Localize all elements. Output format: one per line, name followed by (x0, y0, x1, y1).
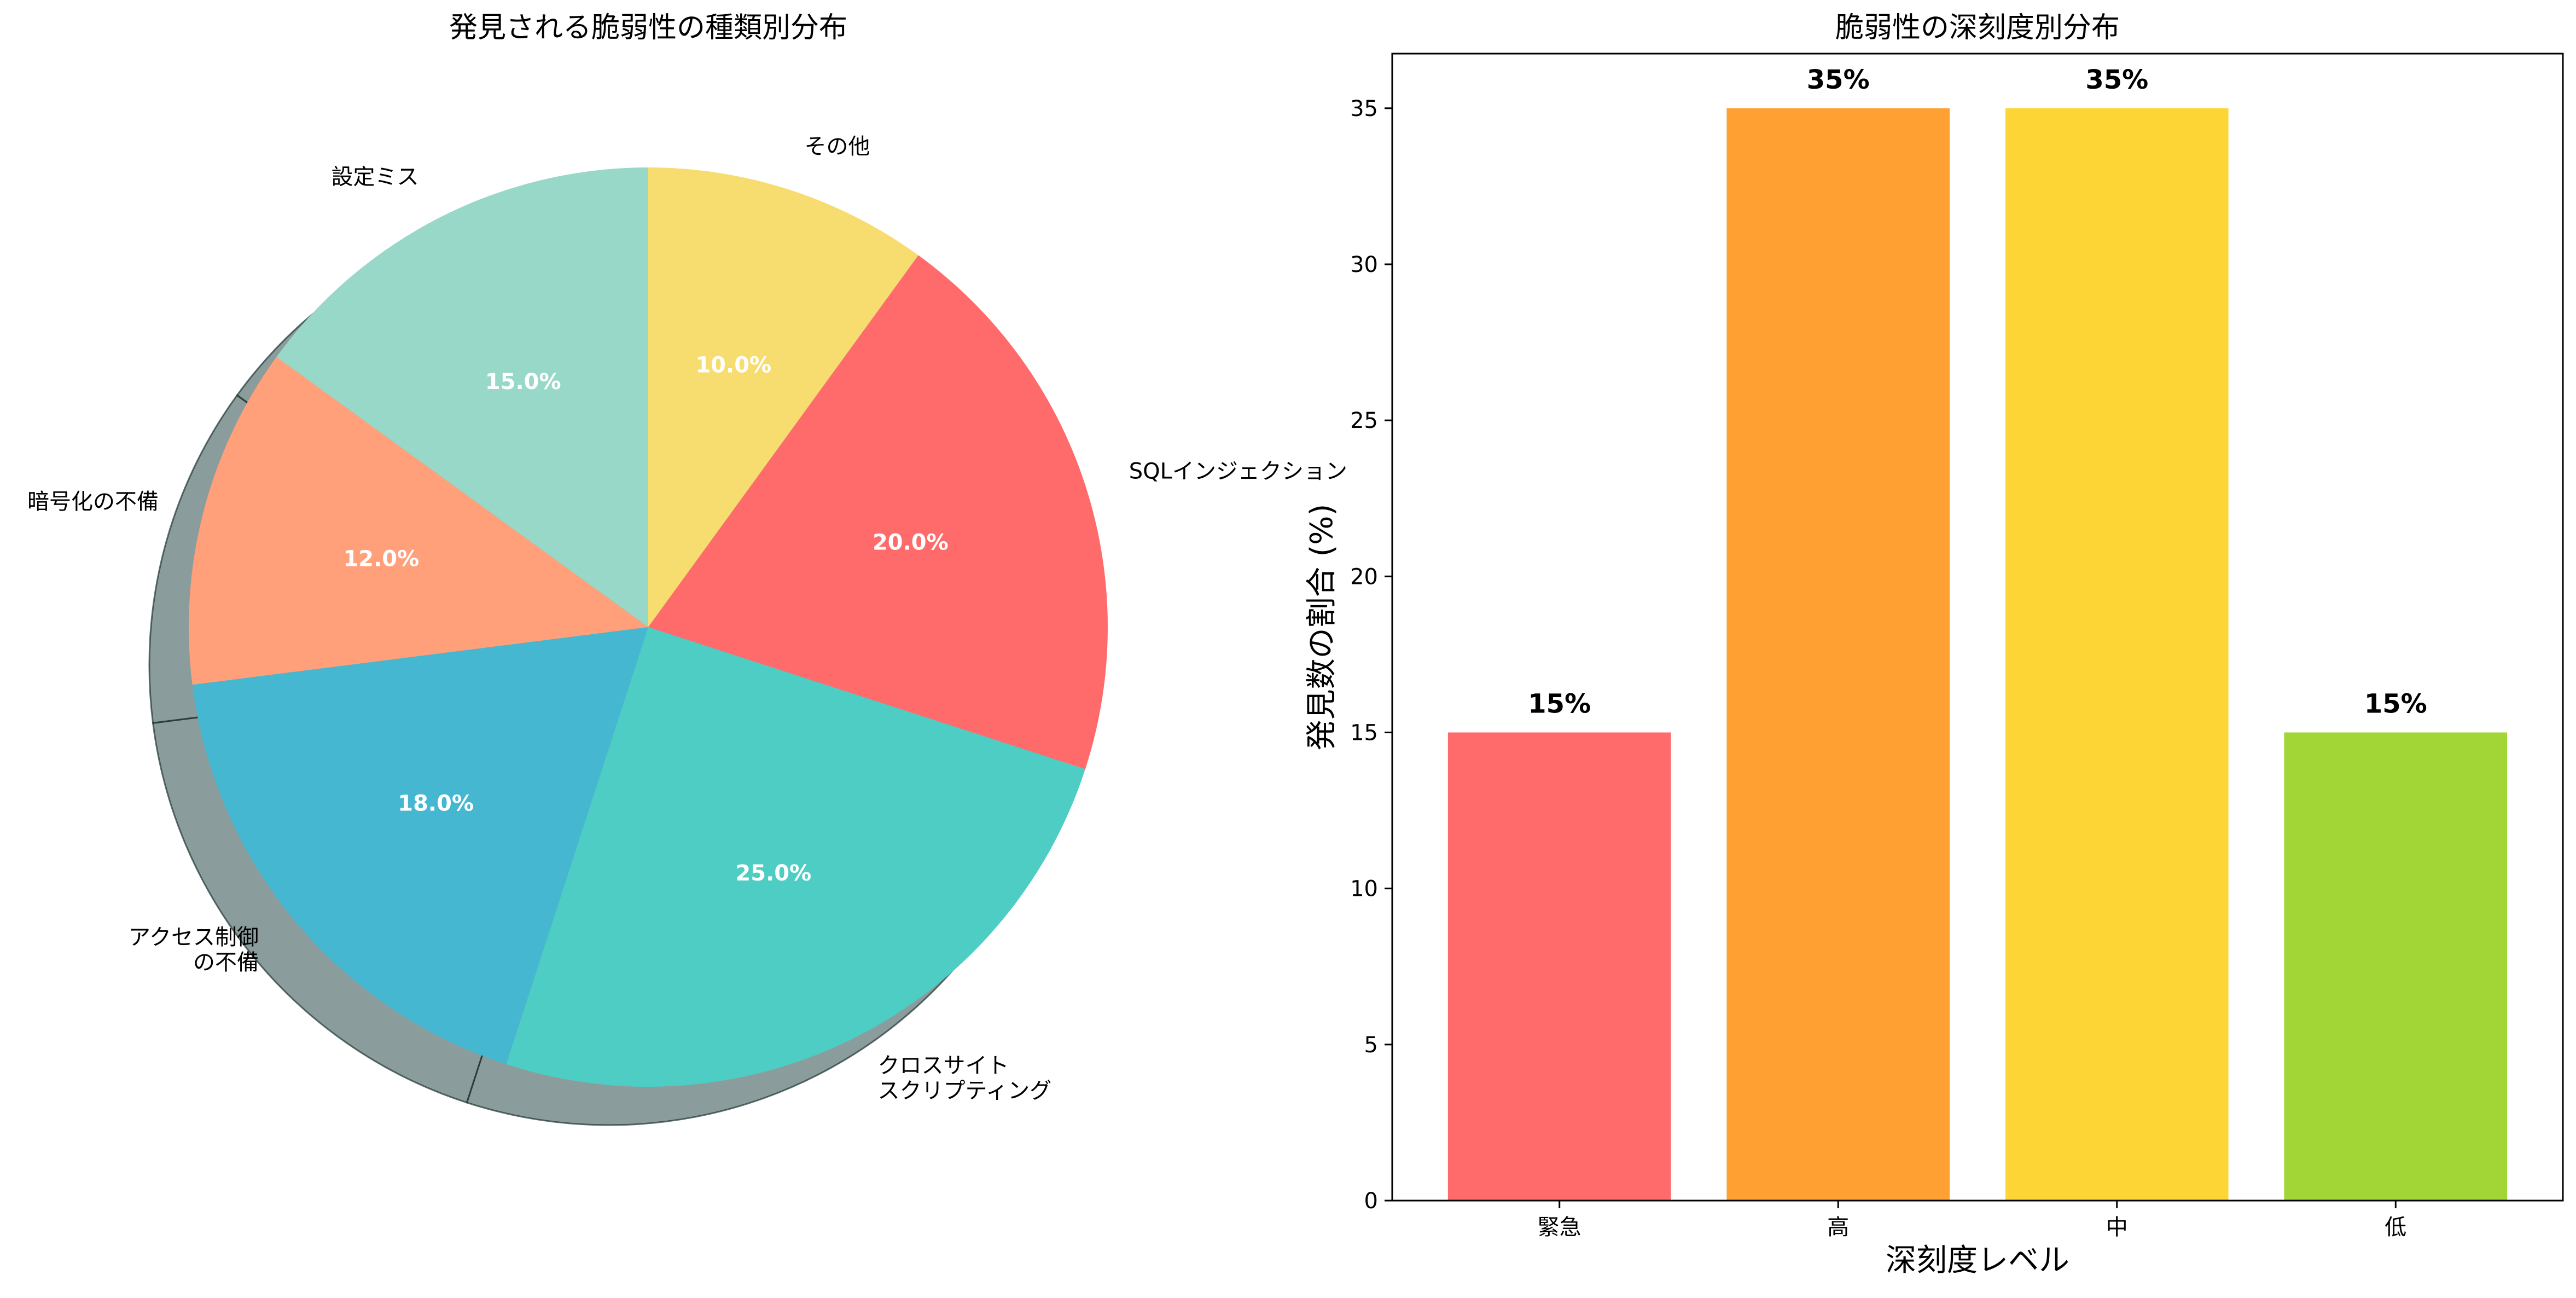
pie-percent-label: 10.0% (695, 353, 771, 378)
pie-percent-label: 20.0% (873, 530, 949, 555)
bar-x-tick-label: 低 (2385, 1215, 2406, 1240)
pie-percent-labels: 10.0% 20.0% 25.0% 18.0% 12.0% 15.0% (343, 353, 948, 886)
bar-y-tick-label: 35 (1350, 96, 1378, 121)
bar-title: 脆弱性の深刻度別分布 (1835, 11, 2120, 44)
pie-percent-label: 18.0% (398, 791, 474, 816)
pie-slice-item-3 (192, 627, 648, 1064)
pie-chart: 発見される脆弱性の種類別分布 10.0% 20.0% 25.0% 18.0% 12.0%… (27, 11, 1347, 1126)
pie-category-label: クロスサイトスクリプティング (877, 1053, 1051, 1103)
bar-y-tick-label: 15 (1350, 720, 1378, 745)
bar-y-tick-label: 10 (1350, 877, 1378, 902)
bar-x-ticks: 緊急 高 中 低 (1538, 1201, 2406, 1240)
pie-slice-item-0 (648, 167, 918, 627)
bar-x-tick-label: 緊急 (1538, 1215, 1581, 1240)
pie-slice-item-2 (506, 627, 1085, 1087)
bar-x-tick-label: 中 (2106, 1215, 2128, 1240)
bar-1 (1726, 108, 1950, 1201)
pie-slice-item-4 (189, 357, 648, 685)
bar-y-tick-label: 0 (1364, 1189, 1378, 1214)
pie-title: 発見される脆弱性の種類別分布 (449, 11, 847, 44)
bar-value-label: 15% (2364, 688, 2427, 719)
pie-slices (189, 167, 1108, 1087)
pie-category-label: その他 (805, 134, 870, 159)
bar-y-tick-label: 25 (1350, 408, 1378, 433)
bar-value-label: 35% (2085, 65, 2148, 95)
pie-category-label: アクセス制御の不備 (129, 925, 259, 975)
pie-percent-label: 12.0% (343, 547, 419, 572)
bar-value-label: 35% (1807, 65, 1870, 95)
bar-value-label: 15% (1528, 688, 1591, 719)
bar-chart: 脆弱性の深刻度別分布 15% 35% 35% 15% 0 5 10 15 20 25 30 35 緊… (1304, 11, 2564, 1278)
pie-category-label: 設定ミス (332, 165, 419, 190)
bar-x-tick-label: 高 (1827, 1215, 1849, 1240)
bar-y-tick-label: 30 (1350, 252, 1378, 277)
bar-3 (2284, 732, 2508, 1201)
pie-percent-label: 25.0% (735, 861, 811, 886)
bar-plot-frame (1391, 53, 2564, 1202)
pie-slice-item-1 (648, 255, 1108, 769)
pie-category-label: SQLインジェクション (1129, 459, 1347, 484)
bar-y-axis-label: 発見数の割合 (%) (1304, 504, 1340, 751)
bar-0 (1447, 732, 1671, 1201)
bar-x-axis-label: 深刻度レベル (1886, 1243, 2069, 1278)
bar-y-tick-label: 5 (1364, 1033, 1378, 1058)
bar-2 (2005, 108, 2229, 1201)
pie-percent-label: 15.0% (485, 369, 561, 395)
bar-y-tick-label: 20 (1350, 564, 1378, 589)
bar-value-labels: 15% 35% 35% 15% (1528, 65, 2427, 720)
bar-y-ticks: 0 5 10 15 20 25 30 35 (1350, 96, 1392, 1214)
pie-category-label: 暗号化の不備 (27, 489, 159, 514)
pie-slice-item-5 (276, 167, 648, 627)
bar-bars (1447, 108, 2508, 1201)
